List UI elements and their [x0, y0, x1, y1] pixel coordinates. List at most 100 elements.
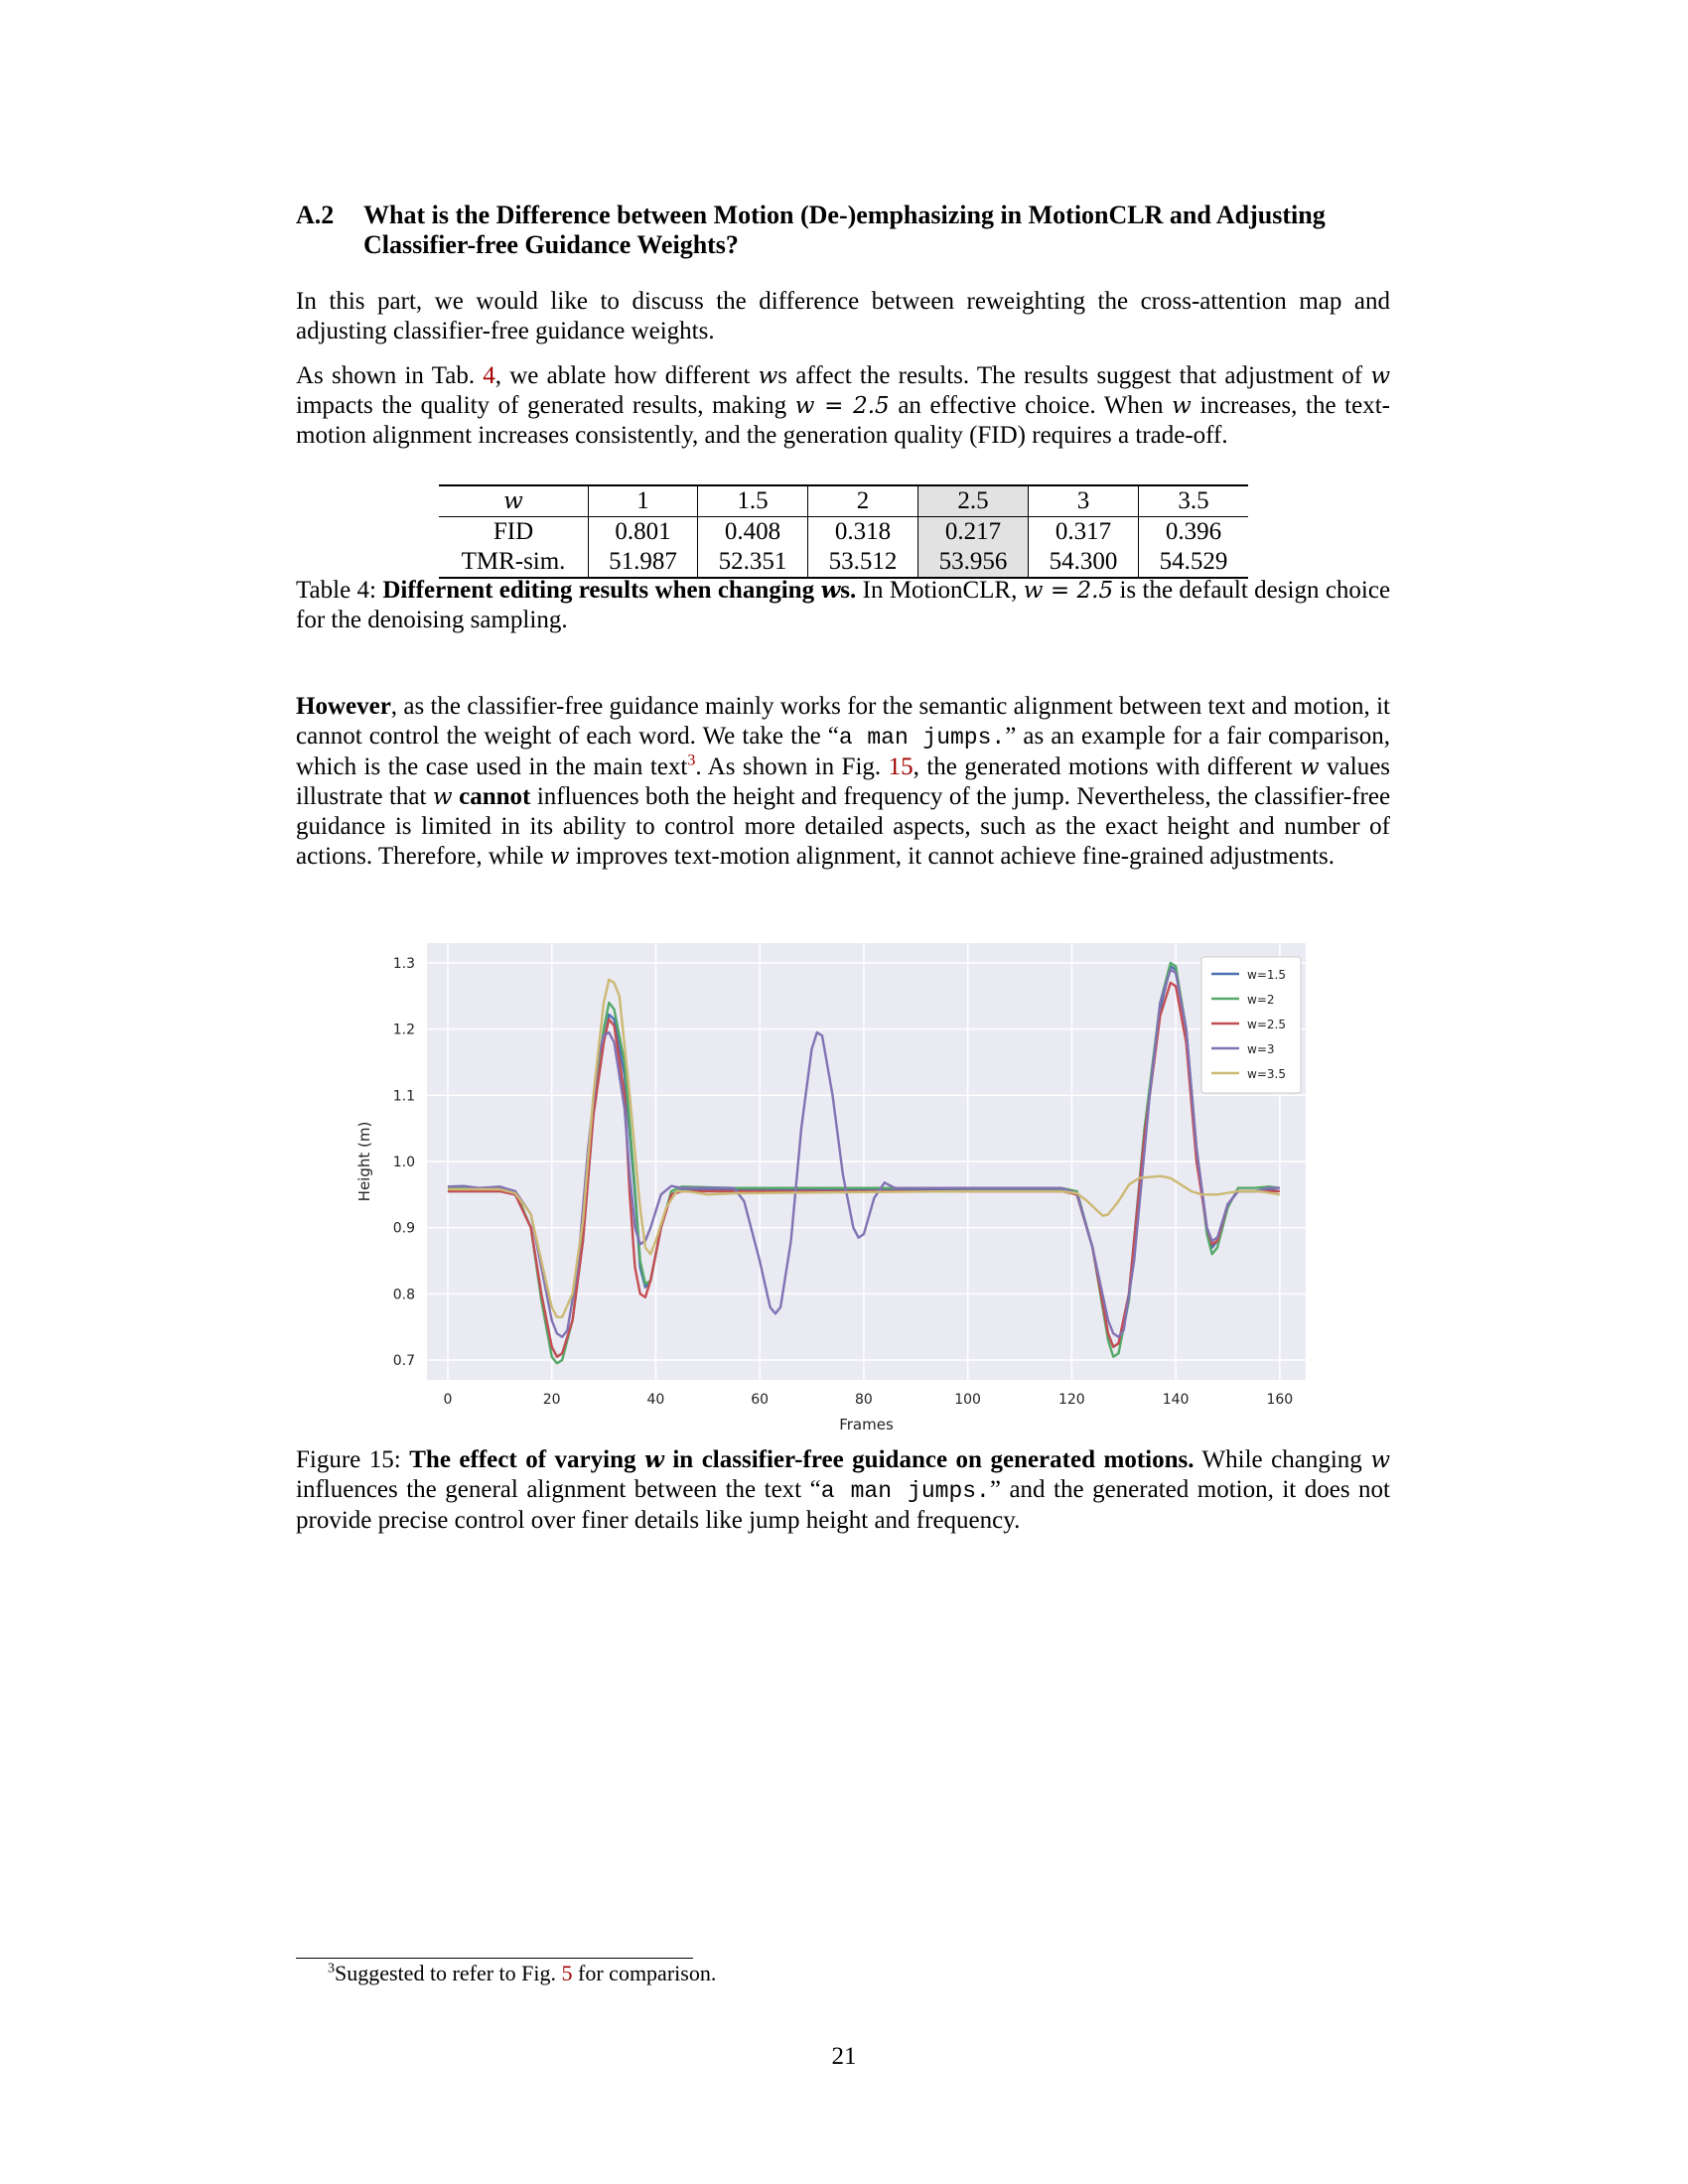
x-axis-label: Frames: [839, 1416, 894, 1433]
table-ref-link[interactable]: 4: [483, 362, 495, 389]
y-tick-label: 0.7: [393, 1353, 415, 1369]
footnote-ref-link[interactable]: 3: [687, 751, 696, 769]
text: , we ablate how different: [494, 362, 751, 389]
text: s affect the results. The results sugges…: [777, 362, 1363, 389]
section-number: A.2: [296, 201, 335, 229]
footnote-rule: [296, 1958, 693, 1959]
bold-text: However: [296, 693, 391, 720]
legend-entry: w=2.5: [1247, 1018, 1286, 1031]
table-header-cell: 3.5: [1138, 484, 1248, 517]
y-tick-label: 1.3: [393, 956, 415, 972]
footnote: 3Suggested to refer to Fig. 5 for compar…: [328, 1960, 716, 1987]
x-tick-label: 60: [751, 1392, 769, 1408]
table-cell: TMR-sim.: [439, 547, 589, 579]
figure-ref-link[interactable]: 15: [888, 753, 914, 780]
paragraph-intro: In this part, we would like to discuss t…: [296, 288, 1390, 344]
text: While changing: [1201, 1446, 1362, 1473]
math-w: w: [432, 784, 453, 810]
x-tick-label: 160: [1266, 1392, 1293, 1408]
series-line-w-3-5: [447, 978, 1280, 1318]
legend: w=1.5 w=2 w=2.5 w=3 w=3.5: [1200, 956, 1302, 1094]
x-tick-label: 120: [1058, 1392, 1085, 1408]
text: values illustrate that: [296, 753, 1391, 810]
y-tick-label: 1.1: [393, 1088, 415, 1104]
text: influences the general alignment between…: [296, 1476, 821, 1503]
table-row: TMR-sim. 51.987 52.351 53.512 53.956 54.…: [439, 547, 1248, 579]
table-row: FID 0.801 0.408 0.318 0.217 0.317 0.396: [439, 516, 1248, 547]
text: increases, the text-motion alignment inc…: [296, 392, 1390, 449]
x-tick-label: 100: [954, 1392, 981, 1408]
section-title: What is the Difference between Motion (D…: [363, 201, 1326, 259]
legend-entry: w=3: [1247, 1042, 1275, 1056]
math-w: w: [1370, 363, 1391, 389]
text: , the generated motions with different: [913, 753, 1293, 780]
page-number: 21: [831, 2043, 857, 2070]
math-w: w: [1300, 754, 1320, 780]
math-w: w: [758, 363, 778, 389]
legend-box: [1200, 956, 1302, 1094]
math-w: w: [1172, 393, 1192, 419]
legend-entry: w=3.5: [1247, 1067, 1286, 1081]
caption-bold: in classifier-free guidance on generated…: [672, 1446, 1195, 1473]
text: As shown in Tab.: [296, 362, 476, 389]
table-cell: 0.217: [917, 516, 1029, 547]
math-w: w: [644, 1446, 664, 1473]
table-cell: 0.408: [697, 516, 808, 547]
text: ” as an example for a fair comparison, w…: [296, 723, 1390, 780]
text: is the default design choice for the den…: [296, 577, 1391, 633]
figure-caption: Figure 15: The effect of varying w in cl…: [296, 1445, 1390, 1536]
y-tick-label: 1.0: [393, 1155, 415, 1170]
text: Suggested to refer to Fig.: [335, 1961, 557, 1985]
math-equation: w = 2.5: [1023, 578, 1114, 604]
table-cell: 53.956: [917, 547, 1029, 579]
results-table: w 1 1.5 2 2.5 3 3.5 FID 0.801 0.408 0.31…: [439, 484, 1248, 579]
x-tick-label: 20: [543, 1392, 561, 1408]
table-header-cell: 1: [588, 484, 698, 517]
footnote-mark: 3: [328, 1961, 335, 1977]
table-cell: 51.987: [588, 547, 698, 579]
y-tick-label: 0.9: [393, 1221, 415, 1237]
text: improves text-motion alignment, it canno…: [575, 843, 1336, 870]
y-tick-label: 1.2: [393, 1023, 415, 1038]
x-tick-label: 40: [647, 1392, 665, 1408]
y-axis-label: Height (m): [355, 1122, 373, 1202]
text: influences both the height and frequency…: [296, 783, 1391, 870]
table-header-cell: 3: [1028, 484, 1139, 517]
tick-labels: 0 20 40 60 80 100 120 140 160 0.7 0.8 0.9 1.0 1.1 1.2 1…: [393, 956, 1293, 1408]
table-header-cell: 2: [807, 484, 918, 517]
table-header-row: w 1 1.5 2 2.5 3 3.5: [439, 484, 1248, 517]
text: ” and the generated motion, it does not …: [296, 1476, 1390, 1534]
text: . As shown in Fig.: [695, 753, 882, 780]
figure-ref-link[interactable]: 5: [561, 1961, 573, 1985]
y-tick-label: 0.8: [393, 1287, 415, 1302]
table-caption: Table 4: Differnent editing results when…: [296, 576, 1390, 635]
paragraph-ablation: As shown in Tab. 4, we ablate how differ…: [296, 361, 1390, 451]
paragraph-discussion: However, as the classifier-free guidance…: [296, 692, 1390, 872]
legend-entry: w=1.5: [1247, 968, 1286, 982]
caption-bold: The effect of varying: [409, 1446, 636, 1473]
text: for comparison.: [578, 1961, 717, 1985]
section-heading: A.2 What is the Difference between Motio…: [296, 201, 1390, 260]
table-cell: 0.801: [588, 516, 698, 547]
x-tick-label: 0: [443, 1392, 452, 1408]
math-w: w: [549, 844, 570, 870]
legend-entry: w=2: [1247, 993, 1275, 1007]
table-header-cell: w: [439, 484, 589, 517]
table-cell: 54.529: [1138, 547, 1248, 579]
math-w: w: [1370, 1447, 1390, 1473]
table-cell: 53.512: [807, 547, 918, 579]
bold-text: cannot: [459, 783, 531, 810]
text: In MotionCLR,: [862, 577, 1018, 604]
code-text: a man jumps.: [820, 1478, 990, 1504]
math-equation: w = 2.5: [794, 393, 890, 419]
table-cell: 0.318: [807, 516, 918, 547]
table-cell: 0.396: [1138, 516, 1248, 547]
table-cell: 54.300: [1028, 547, 1139, 579]
series-lines: [447, 961, 1281, 1365]
text: impacts the quality of generated results…: [296, 392, 787, 419]
text: , as the classifier-free guidance mainly…: [296, 693, 1390, 750]
code-text: a man jumps.: [838, 725, 1006, 751]
table-header-cell: 2.5: [917, 484, 1029, 517]
math-w: w: [820, 577, 841, 604]
caption-label: Table 4:: [296, 577, 376, 604]
